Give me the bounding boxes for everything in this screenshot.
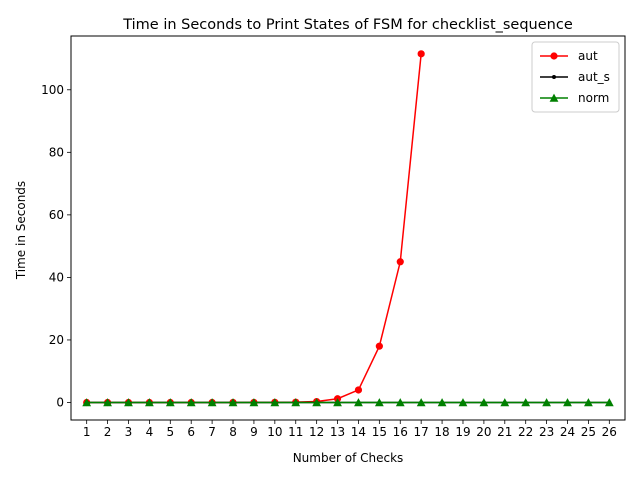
x-tick-label-20: 20 — [476, 425, 491, 439]
x-tick-label-9: 9 — [250, 425, 258, 439]
legend-marker-aut — [550, 52, 558, 60]
legend-label-norm: norm — [578, 91, 609, 105]
point-norm-2 — [103, 398, 112, 407]
y-axis: 0 20 40 60 80 100 — [41, 83, 71, 409]
x-tick-label-17: 17 — [414, 425, 429, 439]
series-layer — [82, 50, 614, 407]
x-tick-label-4: 4 — [146, 425, 154, 439]
y-tick-label-0: 0 — [56, 395, 64, 409]
y-tick-label-80: 80 — [49, 145, 64, 159]
point-norm-18 — [437, 398, 447, 407]
point-aut-15 — [375, 342, 383, 350]
legend-marker-aut_s — [552, 75, 556, 79]
x-tick-label-14: 14 — [351, 425, 366, 439]
point-norm-19 — [458, 398, 468, 407]
legend-label-aut_s: aut_s — [578, 70, 610, 84]
x-tick-label-21: 21 — [497, 425, 512, 439]
point-norm-14 — [354, 398, 363, 407]
x-tick-label-12: 12 — [309, 425, 324, 439]
point-norm-21 — [500, 398, 510, 407]
x-tick-label-3: 3 — [125, 425, 133, 439]
point-norm-7 — [207, 398, 217, 407]
y-axis-label: Time in Seconds — [14, 181, 28, 280]
x-tick-label-25: 25 — [581, 425, 596, 439]
point-norm-9 — [249, 398, 259, 407]
x-tick-label-23: 23 — [539, 425, 554, 439]
point-norm-5 — [165, 398, 175, 407]
x-tick-label-7: 7 — [208, 425, 216, 439]
x-tick-label-18: 18 — [434, 425, 449, 439]
point-norm-3 — [124, 398, 133, 407]
x-tick-label-5: 5 — [166, 425, 174, 439]
point-norm-24 — [563, 398, 572, 407]
point-norm-12 — [312, 398, 322, 407]
point-norm-13 — [333, 398, 342, 407]
legend-label-aut: aut — [578, 49, 598, 63]
x-tick-label-10: 10 — [267, 425, 282, 439]
x-axis-label: Number of Checks — [293, 451, 404, 465]
point-aut-17 — [417, 50, 425, 58]
x-tick-label-16: 16 — [393, 425, 408, 439]
x-tick-label-1: 1 — [83, 425, 91, 439]
point-norm-17 — [416, 398, 426, 407]
point-norm-20 — [479, 398, 489, 407]
point-norm-4 — [144, 398, 154, 407]
x-tick-label-15: 15 — [372, 425, 387, 439]
y-tick-label-60: 60 — [49, 208, 64, 222]
point-aut-16 — [396, 258, 404, 266]
point-norm-16 — [395, 398, 405, 407]
point-aut-14 — [354, 386, 363, 394]
x-tick-label-13: 13 — [330, 425, 345, 439]
x-tick-label-11: 11 — [288, 425, 303, 439]
point-norm-15 — [374, 398, 384, 407]
point-norm-11 — [291, 398, 301, 407]
y-tick-label-100: 100 — [41, 83, 64, 97]
point-norm-8 — [228, 398, 238, 407]
point-norm-6 — [186, 398, 196, 407]
y-tick-label-20: 20 — [49, 333, 64, 347]
y-tick-label-40: 40 — [49, 270, 64, 284]
point-norm-25 — [584, 398, 593, 407]
x-tick-label-24: 24 — [560, 425, 575, 439]
plot-area — [70, 35, 626, 421]
point-norm-23 — [542, 398, 552, 407]
x-tick-label-2: 2 — [104, 425, 112, 439]
point-norm-22 — [521, 398, 531, 407]
x-axis: 1 2 3 4 5 6 7 8 9 10 11 12 13 14 15 16 17 18 19 20 21 22 23 24 2… — [83, 420, 617, 439]
x-tick-label-19: 19 — [455, 425, 470, 439]
point-norm-10 — [270, 398, 280, 407]
x-tick-label-6: 6 — [187, 425, 195, 439]
x-tick-label-22: 22 — [518, 425, 533, 439]
plot-frame — [70, 35, 626, 421]
point-norm-1 — [82, 398, 92, 407]
legend-marker-norm — [549, 93, 559, 102]
x-tick-label-26: 26 — [602, 425, 617, 439]
chart-title: Time in Seconds to Print States of FSM f… — [122, 17, 573, 33]
series-norm — [82, 398, 614, 407]
point-norm-26 — [604, 398, 614, 407]
x-tick-label-8: 8 — [229, 425, 237, 439]
